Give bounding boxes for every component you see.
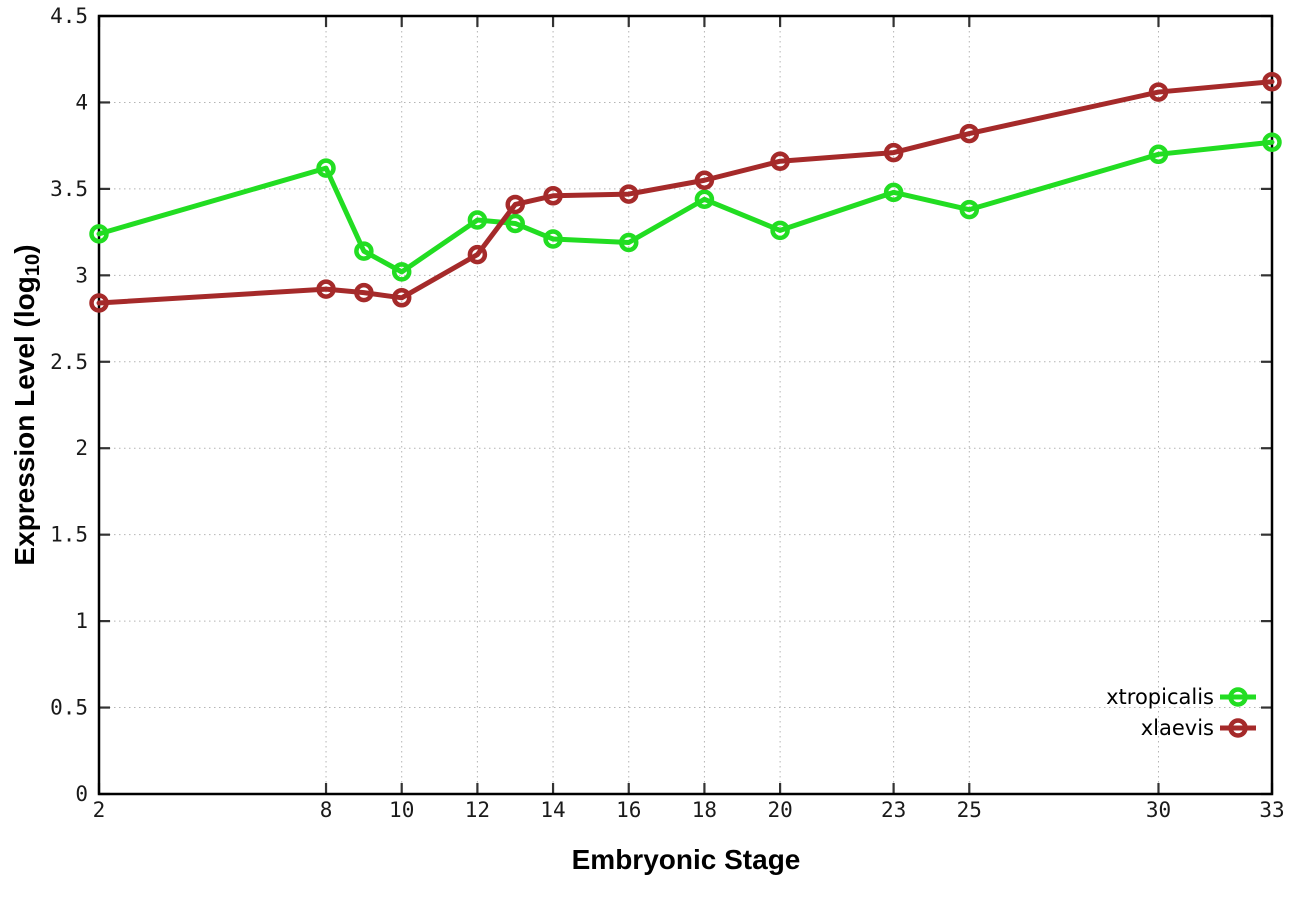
data-point-xlaevis	[543, 186, 563, 206]
y-tick-label: 1.5	[50, 523, 88, 547]
data-point-xtropicalis	[89, 224, 109, 244]
data-point-xlaevis	[959, 123, 980, 144]
data-point-xtropicalis	[618, 232, 639, 253]
x-axis-title: Embryonic Stage	[571, 844, 801, 875]
y-tick-label: 0	[75, 782, 88, 806]
data-point-xtropicalis	[770, 220, 790, 241]
series-line-xlaevis	[96, 79, 1275, 306]
data-point-xtropicalis	[883, 182, 904, 203]
data-point-xtropicalis	[316, 158, 336, 178]
x-tick-label: 23	[881, 798, 906, 822]
data-point-xlaevis	[618, 184, 639, 204]
x-tick-label: 33	[1259, 798, 1284, 822]
y-tick-label: 0.5	[50, 696, 88, 720]
x-tick-label: 14	[540, 798, 565, 822]
x-tick-label: 12	[465, 798, 490, 822]
series-line-xtropicalis	[96, 139, 1275, 275]
legend-sample-marker-xtropicalis	[1228, 687, 1248, 707]
data-point-xlaevis	[505, 194, 525, 215]
data-point-xlaevis	[391, 288, 412, 308]
data-point-xlaevis	[467, 244, 488, 265]
data-point-xlaevis	[1148, 82, 1169, 102]
x-tick-label: 25	[957, 798, 982, 822]
y-tick-label: 3	[75, 263, 88, 287]
x-tick-label: 20	[767, 798, 792, 822]
data-point-xtropicalis	[543, 229, 563, 249]
y-axis-title-close: )	[9, 244, 41, 254]
x-tick-label: 10	[389, 798, 414, 822]
x-tick-label: 2	[93, 798, 106, 822]
x-tick-label: 30	[1146, 798, 1171, 822]
legend-sample-marker-xlaevis	[1228, 718, 1248, 738]
data-point-xtropicalis	[1148, 144, 1169, 165]
y-tick-label: 4	[75, 90, 88, 114]
y-tick-label: 2.5	[50, 350, 88, 374]
data-point-xtropicalis	[694, 189, 715, 210]
data-point-xtropicalis	[391, 262, 412, 282]
data-point-xtropicalis	[959, 199, 980, 220]
y-tick-label: 2	[75, 436, 88, 460]
data-point-xtropicalis	[467, 210, 488, 230]
data-point-xlaevis	[770, 151, 790, 171]
data-point-xlaevis	[883, 142, 904, 163]
data-point-xtropicalis	[354, 241, 374, 261]
y-axis-title: Expression Level (log10)	[9, 244, 45, 565]
data-point-xlaevis	[316, 279, 336, 299]
y-axis-title-text: Expression Level (log	[9, 276, 41, 566]
y-axis-title-subscript: 10	[21, 253, 44, 277]
y-tick-label: 3.5	[50, 177, 88, 201]
data-point-xtropicalis	[1262, 132, 1282, 152]
x-tick-label: 8	[320, 798, 333, 822]
legend-label-xtropicalis: xtropicalis	[1106, 685, 1214, 709]
data-point-xlaevis	[694, 170, 715, 190]
y-tick-label: 4.5	[50, 4, 88, 28]
data-point-xlaevis	[89, 293, 109, 313]
legend-label-xlaevis: xlaevis	[1141, 716, 1214, 740]
data-point-xlaevis	[1262, 71, 1282, 92]
x-tick-label: 16	[616, 798, 641, 822]
x-tick-label: 18	[692, 798, 717, 822]
data-point-xlaevis	[354, 282, 374, 303]
y-tick-label: 1	[75, 609, 88, 633]
plot-border	[97, 14, 1274, 796]
data-point-xtropicalis	[505, 213, 525, 234]
